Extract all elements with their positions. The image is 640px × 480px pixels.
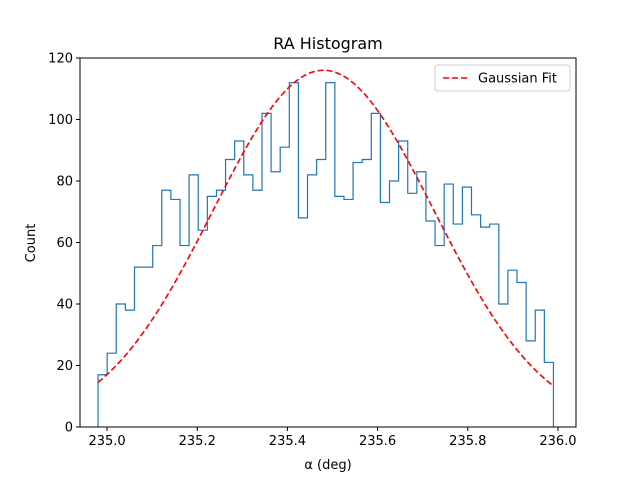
legend: Gaussian Fit — [434, 64, 571, 92]
histogram-outline — [97, 82, 555, 427]
y-tick-label: 0 — [65, 421, 73, 436]
gaussian-fit-line — [97, 69, 554, 387]
y-tick-label: 80 — [56, 175, 73, 190]
y-axis-label: Count — [24, 224, 39, 263]
plot-area: 235.0 235.2 235.4 235.6 235.8 236.0 0 20 40 60 80 1… — [48, 52, 576, 450]
x-tick-label: 236.0 — [539, 434, 576, 449]
y-tick-label: 100 — [48, 113, 73, 128]
legend-box — [434, 64, 571, 92]
x-axis-label: α (deg) — [304, 458, 351, 473]
legend-label: Gaussian Fit — [478, 72, 557, 87]
y-tick-label: 40 — [56, 298, 73, 313]
y-tick-label: 120 — [48, 52, 73, 67]
x-tick-label: 235.0 — [88, 434, 125, 449]
x-tick-label: 235.4 — [269, 434, 306, 449]
y-tick-label: 20 — [56, 359, 73, 374]
chart-title: RA Histogram — [273, 34, 383, 53]
y-tick-label: 60 — [56, 236, 73, 251]
x-tick-label: 235.6 — [359, 434, 396, 449]
histogram-series — [97, 82, 555, 427]
x-tick-label: 235.8 — [449, 434, 486, 449]
x-tick-label: 235.2 — [179, 434, 216, 449]
